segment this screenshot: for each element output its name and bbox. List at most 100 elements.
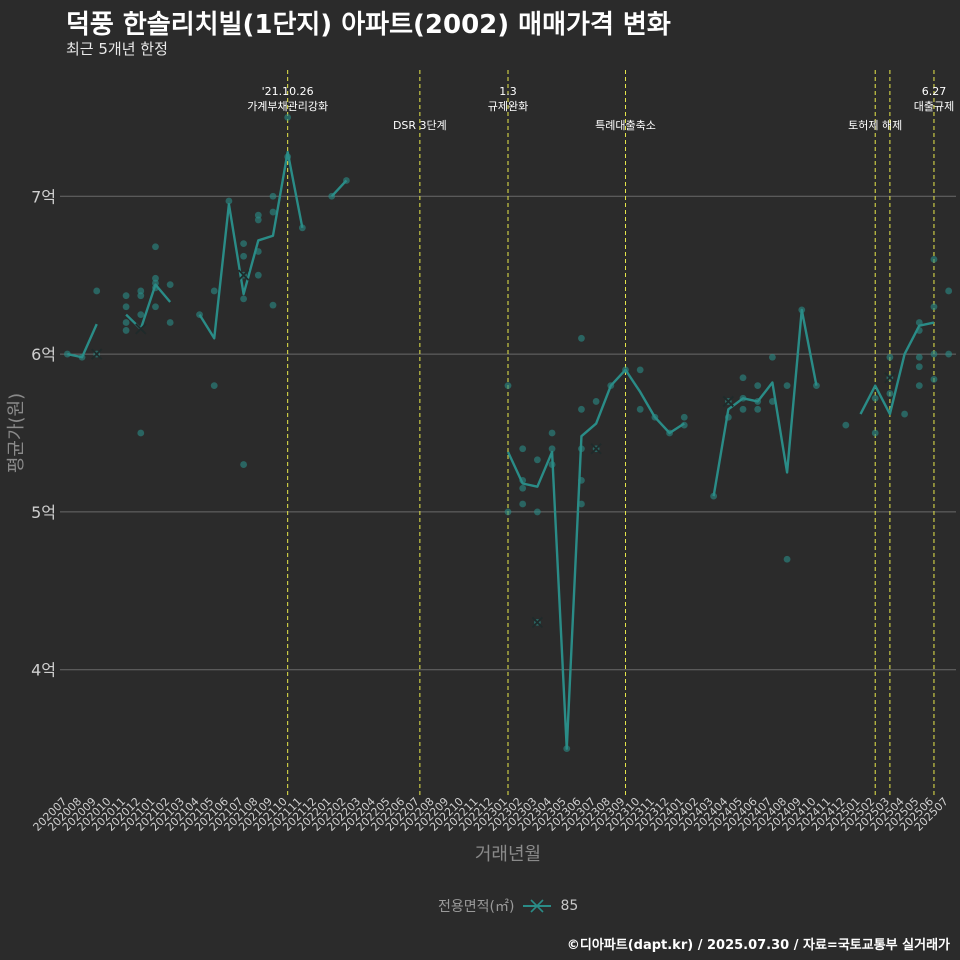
data-point [240,240,248,248]
data-point [152,279,159,287]
data-point [152,303,159,311]
source-caption: ©디아파트(dapt.kr) / 2025.07.30 / 자료=국토교통부 실… [566,938,950,953]
x-marker [722,395,734,408]
data-point [915,353,923,361]
data-point [886,353,894,361]
data-point [680,413,688,421]
x-marker [531,616,544,629]
data-point [269,192,277,200]
legend: 전용면적(㎡) 85 [438,896,578,916]
data-point [137,287,145,295]
data-point [254,216,262,224]
data-point [548,429,556,437]
x-axis-title: 거래년월 [475,844,541,865]
event-label: DSR 3단계 [393,119,447,132]
event-label: 6.27 [922,85,947,98]
data-point [137,292,145,300]
legend-key-icon [523,899,552,913]
data-point [210,382,218,390]
series-line-85 [198,150,304,340]
event-label: '21.10.26 [262,85,314,98]
data-point [930,350,938,358]
y-tick-label: 4억 [31,661,56,680]
data-point [152,274,159,282]
y-tick-label: 6억 [31,345,56,364]
event-label: 특례대출축소 [595,119,656,132]
chart-title: 덕풍 한솔리치빌(1단지) 아파트(2002) 매매가격 변화 [66,10,671,40]
data-point [210,287,218,295]
x-marker [884,372,896,384]
data-point [915,382,923,390]
series-line-85 [125,283,172,331]
data-point [739,374,747,382]
data-point [945,350,953,358]
data-point [122,303,130,311]
data-point [284,113,292,121]
data-point [548,445,556,453]
data-point [578,334,585,342]
series-line-85 [859,321,935,416]
legend-entry-85: 85 [560,898,579,914]
data-point [225,197,233,205]
data-point [519,484,527,492]
event-label: 토허제 해제 [848,118,902,132]
data-point [122,292,130,300]
data-point [519,445,527,453]
x-marker [590,443,602,455]
data-point [945,287,953,295]
data-point [930,303,938,311]
data-point [254,271,262,279]
data-point [768,353,776,361]
chart-subtitle: 최근 5개년 한정 [66,40,168,58]
data-point [254,211,262,219]
data-point [901,410,908,418]
data-point [578,405,585,413]
y-tick-label: 7억 [31,187,56,206]
x-marker [91,348,103,360]
data-point [240,461,248,468]
series-line-85 [330,179,348,198]
data-point [636,366,644,374]
data-point [592,398,600,405]
data-point [739,405,747,413]
data-point [269,208,277,216]
y-axis-title: 평균가(원) [6,393,27,473]
data-point [166,319,174,326]
data-point [269,301,277,309]
series-line-85 [67,323,98,359]
data-point [533,456,541,464]
series-line-85 [506,368,685,750]
data-point [152,243,159,251]
data-point [886,390,894,397]
data-point [122,327,130,334]
data-point [137,311,145,319]
data-point [122,319,130,326]
event-label: 가계부채관리강화 [247,100,328,113]
data-point [783,382,791,390]
data-point [93,287,101,295]
data-point [504,508,512,516]
data-point [166,281,174,289]
data-point [504,382,512,390]
data-point [636,405,644,413]
data-point [137,429,145,437]
data-point [871,429,879,437]
event-label: 규제완화 [488,100,528,113]
legend-title: 전용면적(㎡) [438,899,515,915]
data-point [240,252,248,260]
data-point [915,363,923,371]
event-label: 대출규제 [914,100,954,113]
series-line-85 [712,308,818,497]
x-marker [135,323,147,335]
data-point [754,405,762,413]
data-point [519,500,527,508]
data-point [754,382,762,390]
y-tick-label: 5억 [31,503,56,522]
data-point [578,500,585,508]
x-marker [237,269,250,281]
data-point [533,508,541,516]
data-point [240,295,248,303]
data-point [930,375,938,383]
